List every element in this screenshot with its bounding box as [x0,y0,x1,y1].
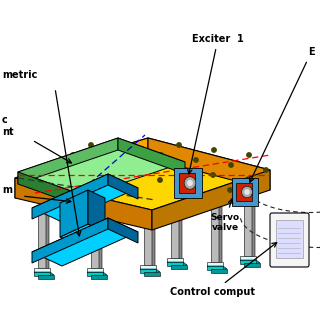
Polygon shape [144,272,160,276]
Polygon shape [207,266,227,269]
Circle shape [229,163,233,167]
Polygon shape [87,272,103,276]
Polygon shape [99,195,102,270]
Polygon shape [167,258,183,262]
Polygon shape [60,224,105,245]
Polygon shape [152,206,155,267]
Polygon shape [144,206,152,265]
Polygon shape [211,205,219,262]
FancyBboxPatch shape [270,213,309,267]
Polygon shape [211,269,227,273]
Polygon shape [240,256,256,260]
Circle shape [193,183,197,187]
Circle shape [246,178,250,182]
Polygon shape [15,138,148,198]
Polygon shape [34,268,50,272]
FancyBboxPatch shape [276,220,303,258]
Ellipse shape [242,186,252,198]
Circle shape [176,168,180,172]
Polygon shape [15,138,270,210]
Circle shape [228,188,232,192]
Polygon shape [34,272,54,275]
Ellipse shape [187,180,193,186]
Polygon shape [18,172,85,208]
Polygon shape [252,195,255,258]
Polygon shape [108,218,138,243]
Circle shape [124,148,128,152]
Circle shape [211,173,215,177]
Text: Control comput: Control comput [171,243,277,297]
Polygon shape [171,195,179,258]
Polygon shape [91,275,107,279]
Polygon shape [171,265,187,269]
Polygon shape [15,178,152,230]
Circle shape [71,153,75,157]
Polygon shape [38,275,54,279]
Polygon shape [232,178,258,206]
Circle shape [53,163,57,167]
Polygon shape [46,207,49,270]
Polygon shape [140,269,156,273]
Polygon shape [179,173,195,193]
Polygon shape [32,218,108,263]
Polygon shape [167,262,183,266]
Polygon shape [118,138,185,174]
Ellipse shape [244,189,250,195]
Circle shape [106,158,110,162]
Polygon shape [38,207,46,268]
Polygon shape [240,260,256,264]
Polygon shape [18,138,118,184]
Polygon shape [32,174,138,222]
Polygon shape [240,260,260,263]
Circle shape [88,168,92,172]
Circle shape [247,153,251,157]
Polygon shape [18,138,185,196]
Text: Servo
valve: Servo valve [211,199,240,232]
Circle shape [194,158,198,162]
Polygon shape [179,195,182,260]
Polygon shape [91,195,99,268]
Polygon shape [244,195,252,256]
Polygon shape [32,174,108,219]
Polygon shape [60,190,88,237]
Polygon shape [244,263,260,267]
Circle shape [89,143,93,147]
Circle shape [141,163,145,167]
Circle shape [177,143,181,147]
Polygon shape [152,170,270,230]
Polygon shape [207,266,223,270]
Circle shape [264,168,268,172]
Text: E: E [250,47,315,182]
Text: m: m [2,185,12,195]
Polygon shape [174,168,202,198]
Polygon shape [87,272,107,275]
Polygon shape [87,268,103,272]
Text: metric: metric [2,70,37,80]
Polygon shape [236,183,252,201]
Polygon shape [34,272,50,276]
Circle shape [158,178,162,182]
Polygon shape [140,265,156,269]
Circle shape [159,153,163,157]
Circle shape [123,173,127,177]
Circle shape [212,148,216,152]
Polygon shape [219,205,222,264]
Polygon shape [88,190,105,232]
Polygon shape [207,262,223,266]
Text: Exciter  1: Exciter 1 [188,34,244,174]
Polygon shape [148,138,270,190]
Text: c
nt: c nt [2,116,14,137]
Polygon shape [32,218,138,266]
Ellipse shape [184,177,196,189]
Polygon shape [108,174,138,199]
Polygon shape [140,269,160,272]
Polygon shape [167,262,187,265]
